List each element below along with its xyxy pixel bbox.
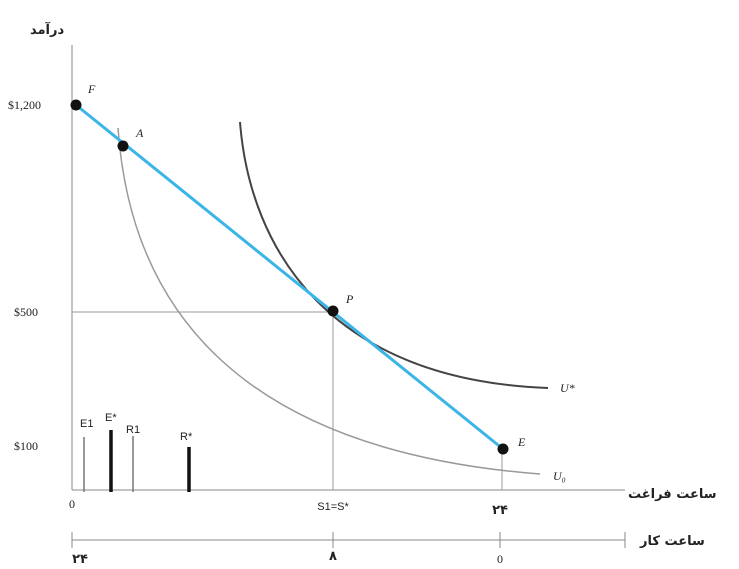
y-tick-label: $500 <box>14 305 38 319</box>
y-tick-label: $100 <box>14 439 38 453</box>
bar-label: R* <box>180 431 193 443</box>
leisure-axis-label: ساعت فراغت <box>628 487 717 502</box>
income-axis-label: درآمد <box>30 21 64 38</box>
budget-line <box>75 103 504 451</box>
work-tick-label: ۲۴ <box>72 552 88 567</box>
point-label: A <box>135 126 144 140</box>
u0-curve <box>117 127 541 475</box>
bar-label: E1 <box>80 418 93 430</box>
point <box>497 443 509 455</box>
work-axis-label: ساعت کار <box>639 534 705 549</box>
bar-label: R1 <box>126 424 140 436</box>
point-label: P <box>345 292 354 306</box>
x-tick-label: 0 <box>69 497 75 511</box>
y-tick-label: $1,200 <box>8 98 41 112</box>
point-label: E <box>517 435 526 449</box>
x-tick-label: ۲۴ <box>492 503 508 518</box>
curve-label: U₀ <box>553 469 566 483</box>
point <box>117 140 129 152</box>
point <box>327 305 339 317</box>
curve-label: U* <box>560 381 575 395</box>
work-tick-label: ۸ <box>329 549 337 564</box>
ustar-curve <box>239 121 549 389</box>
work-tick-label: 0 <box>497 552 503 566</box>
point <box>70 99 82 111</box>
point-label: F <box>87 82 96 96</box>
bar-label: E* <box>105 412 117 424</box>
x-tick-label: S1=S* <box>317 501 349 513</box>
